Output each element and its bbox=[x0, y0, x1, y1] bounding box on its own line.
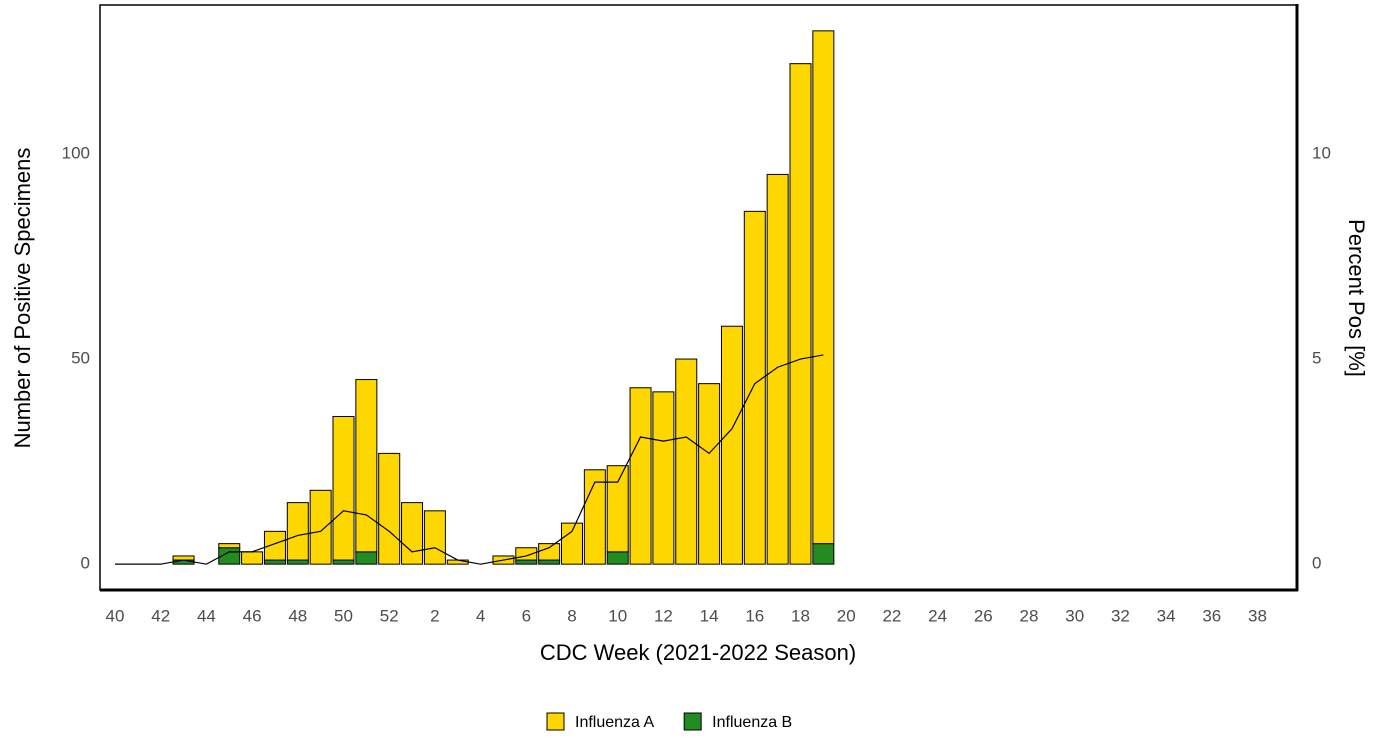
bar bbox=[286, 502, 309, 561]
bar bbox=[538, 543, 561, 561]
y-tick-label: 50 bbox=[71, 349, 90, 368]
bar bbox=[698, 383, 721, 565]
bar bbox=[789, 63, 812, 565]
bar bbox=[355, 551, 378, 565]
bar bbox=[675, 358, 698, 565]
x-tick-label: 36 bbox=[1202, 606, 1221, 625]
bar bbox=[652, 391, 675, 565]
bar bbox=[561, 522, 583, 565]
bar bbox=[812, 30, 835, 545]
x-tick-label: 18 bbox=[791, 606, 810, 625]
y2-tick-label: 10 bbox=[1312, 143, 1331, 162]
x-tick-label: 40 bbox=[106, 606, 125, 625]
x-tick-label: 16 bbox=[745, 606, 764, 625]
bar bbox=[172, 555, 195, 561]
bar bbox=[583, 469, 606, 565]
bar bbox=[241, 551, 264, 565]
legend-label: Influenza A bbox=[575, 714, 655, 731]
x-tick-label: 12 bbox=[654, 606, 673, 625]
bar bbox=[355, 379, 378, 553]
y-axis-title: Number of Positive Specimens bbox=[10, 148, 35, 449]
x-tick-label: 22 bbox=[882, 606, 901, 625]
bar bbox=[172, 559, 195, 565]
bar bbox=[378, 452, 401, 565]
bar bbox=[538, 559, 561, 565]
legend-label: Influenza B bbox=[712, 714, 792, 731]
y-tick-label: 100 bbox=[62, 143, 90, 162]
bar bbox=[309, 489, 332, 565]
percent-line bbox=[115, 354, 824, 565]
x-tick-label: 38 bbox=[1248, 606, 1267, 625]
bar bbox=[263, 530, 286, 561]
bar bbox=[446, 559, 469, 565]
bar bbox=[720, 325, 743, 565]
bar bbox=[263, 559, 286, 565]
x-tick-label: 26 bbox=[974, 606, 993, 625]
x-tick-label: 6 bbox=[522, 606, 531, 625]
bar bbox=[743, 210, 766, 565]
x-tick-label: 32 bbox=[1111, 606, 1130, 625]
y2-axis-title: Percent Pos [%] bbox=[1344, 219, 1369, 377]
bar bbox=[332, 559, 355, 565]
legend-swatch bbox=[546, 712, 565, 731]
bar bbox=[606, 465, 629, 553]
bar bbox=[766, 173, 789, 565]
x-tick-label: 50 bbox=[334, 606, 353, 625]
x-tick-label: 48 bbox=[288, 606, 307, 625]
x-tick-label: 34 bbox=[1157, 606, 1176, 625]
bar bbox=[332, 415, 355, 561]
x-tick-label: 52 bbox=[380, 606, 399, 625]
x-tick-label: 20 bbox=[837, 606, 856, 625]
x-tick-label: 24 bbox=[928, 606, 947, 625]
bar bbox=[629, 387, 652, 565]
bar bbox=[606, 551, 629, 565]
bar bbox=[515, 559, 538, 565]
x-tick-label: 44 bbox=[197, 606, 216, 625]
bar bbox=[286, 559, 309, 565]
y-tick-label: 0 bbox=[81, 554, 90, 573]
x-tick-label: 2 bbox=[430, 606, 439, 625]
x-tick-label: 10 bbox=[608, 606, 627, 625]
y2-tick-label: 5 bbox=[1312, 349, 1321, 368]
bar bbox=[401, 502, 424, 565]
x-axis-title: CDC Week (2021-2022 Season) bbox=[540, 640, 856, 665]
x-tick-label: 14 bbox=[700, 606, 719, 625]
x-tick-label: 42 bbox=[151, 606, 170, 625]
x-tick-label: 46 bbox=[243, 606, 262, 625]
bar bbox=[812, 543, 835, 565]
x-tick-label: 4 bbox=[476, 606, 485, 625]
bar bbox=[218, 543, 241, 549]
y2-tick-label: 0 bbox=[1312, 554, 1321, 573]
bar bbox=[423, 510, 446, 565]
x-tick-label: 8 bbox=[567, 606, 576, 625]
legend-swatch bbox=[683, 712, 702, 731]
x-tick-label: 28 bbox=[1020, 606, 1039, 625]
x-tick-label: 30 bbox=[1065, 606, 1084, 625]
